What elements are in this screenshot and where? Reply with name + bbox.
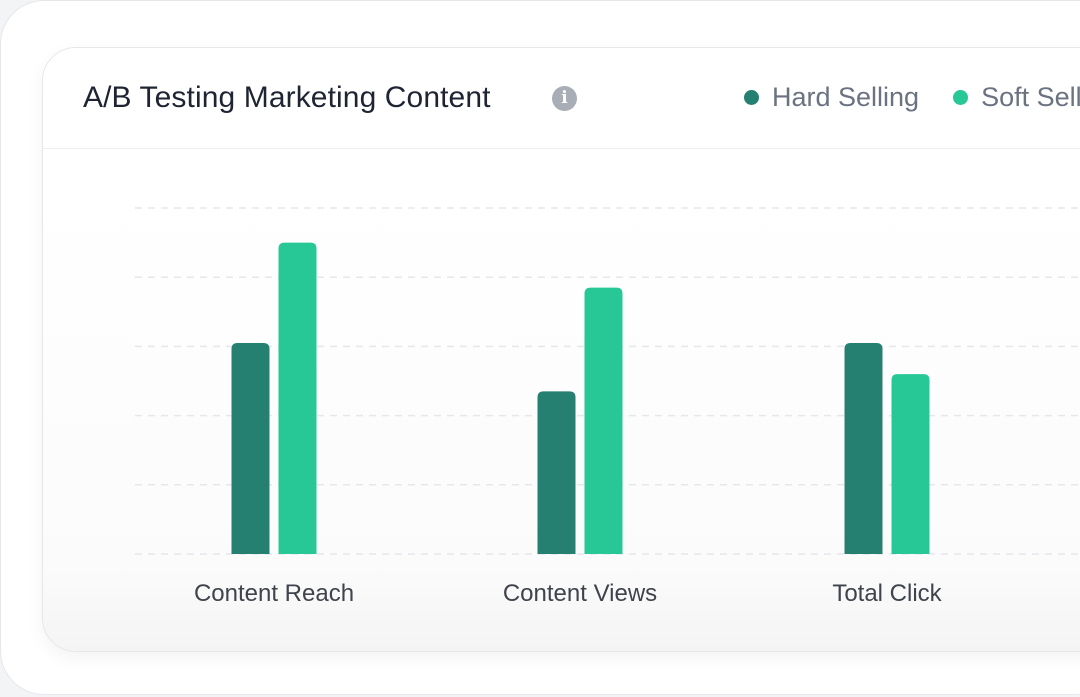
x-tick-label: Content Views: [503, 580, 657, 607]
info-icon[interactable]: i: [552, 86, 577, 111]
legend-label-hard-selling: Hard Selling: [772, 82, 920, 112]
bar-soft-selling-content-views[interactable]: [584, 287, 623, 554]
bar-soft-selling-total-click[interactable]: [891, 374, 930, 554]
legend-dot-hard-selling: [744, 90, 759, 105]
legend-item-soft-selling[interactable]: Soft Selling: [953, 82, 1080, 113]
legend-dot-soft-selling: [953, 90, 969, 105]
chart-title: A/B Testing Marketing Content: [83, 81, 491, 114]
x-tick-label: Content Reach: [194, 580, 354, 607]
legend-item-hard-selling[interactable]: Hard Selling: [744, 82, 919, 113]
bar-chart: Content Reach Content Views Total Click: [135, 207, 1080, 607]
x-tick-label: Total Click: [832, 580, 942, 607]
bar-hard-selling-content-reach[interactable]: [231, 342, 270, 554]
chart-card: A/B Testing Marketing Content i Hard Sel…: [42, 47, 1080, 652]
card-header: A/B Testing Marketing Content i Hard Sel…: [43, 48, 1080, 149]
chart-legend: Hard Selling Soft Selling: [744, 82, 1080, 113]
bar-hard-selling-content-views[interactable]: [537, 391, 576, 554]
legend-label-soft-selling: Soft Selling: [981, 82, 1080, 112]
bar-hard-selling-total-click[interactable]: [844, 342, 883, 554]
bar-soft-selling-content-reach[interactable]: [278, 242, 317, 554]
